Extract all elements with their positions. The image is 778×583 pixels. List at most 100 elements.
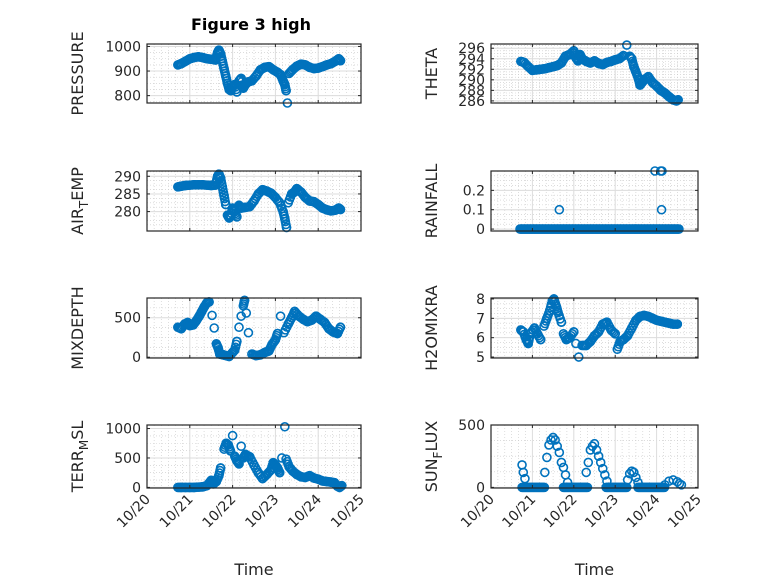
data-point — [610, 329, 621, 339]
data-point — [274, 467, 285, 478]
y-tick-label: 0 — [132, 350, 141, 366]
y-tick-label: 286 — [458, 94, 485, 110]
data-point — [239, 295, 250, 306]
data-point — [207, 310, 217, 321]
data-point — [234, 322, 244, 333]
y-tick-label: 294 — [458, 52, 485, 68]
axes-box — [490, 424, 699, 489]
data-point — [633, 477, 643, 488]
y-tick-label: 7 — [476, 311, 485, 327]
y-axis-label: MIXDEPTH — [68, 286, 87, 369]
y-tick-label: 0.2 — [463, 183, 485, 199]
y-tick-label: 500 — [114, 311, 141, 327]
y-tick-label: 280 — [114, 205, 141, 221]
y-axis-label: TERRMSL — [68, 421, 91, 494]
axes-box — [146, 424, 362, 489]
data-point — [591, 445, 602, 455]
subplot-rainfall: 0 0.1 0.2 RAINFALL — [422, 164, 699, 238]
y-tick-label: 292 — [458, 62, 485, 78]
data-point — [236, 441, 246, 451]
y-axis-label: AIRTEMP — [68, 167, 91, 235]
y-axis-label: SUNFLUX — [422, 421, 445, 493]
x-tick-label: 10/24 — [624, 491, 664, 531]
data-point — [656, 204, 667, 215]
y-tick-label: 288 — [458, 83, 485, 99]
x-axis-label: Time — [233, 560, 273, 579]
data-point — [209, 323, 219, 333]
y-axis-label: H2OMIXRA — [422, 285, 441, 371]
data-point — [631, 472, 641, 483]
data-point — [554, 204, 565, 215]
y-axis-label: PRESSURE — [68, 31, 87, 115]
subplot-sun_flux: 0 500 10/20 10/21 10/22 10/23 10/24 10/25 Time SU… — [422, 418, 705, 579]
subplot-h2omixra: 5 6 7 8 H2OMIXRA — [422, 285, 699, 371]
y-tick-label: 0 — [476, 480, 485, 496]
data-point — [567, 329, 578, 339]
axes-box — [490, 297, 699, 359]
data-point — [582, 482, 593, 493]
data-point — [568, 327, 579, 337]
data-point — [542, 452, 552, 463]
data-point — [546, 435, 556, 445]
axes-box — [146, 297, 362, 359]
y-tick-label: 290 — [458, 73, 485, 89]
data-point — [280, 421, 290, 432]
data-point — [335, 55, 346, 66]
y-tick-label: 500 — [458, 418, 485, 434]
data-point — [672, 319, 683, 329]
subplot-terr_msl: 0 500 1000 10/20 10/21 10/22 10/23 10/24 10/25 Ti… — [68, 421, 368, 579]
data-point — [621, 40, 632, 50]
data-point — [552, 441, 563, 452]
data-point — [241, 308, 252, 318]
data-point — [550, 435, 560, 445]
data-point — [273, 196, 284, 206]
data-point — [548, 432, 558, 443]
data-point — [518, 467, 529, 478]
y-tick-label: 8 — [476, 292, 485, 308]
data-point — [336, 480, 347, 491]
x-tick-label: 10/25 — [328, 492, 368, 532]
y-tick-label: 900 — [114, 64, 141, 80]
axes-box — [490, 170, 699, 232]
data-point — [562, 477, 573, 488]
data-point — [593, 451, 604, 461]
y-tick-label: 6 — [476, 331, 485, 347]
data-point — [232, 336, 242, 347]
data-point — [595, 457, 606, 468]
x-tick-label: 10/20 — [114, 492, 154, 532]
x-tick-label: 10/22 — [541, 492, 581, 532]
y-tick-label: 1000 — [105, 422, 141, 438]
y-tick-label: 0.1 — [463, 203, 485, 219]
y-tick-label: 0 — [476, 222, 485, 238]
data-point — [272, 328, 283, 339]
x-tick-label: 10/24 — [285, 491, 325, 531]
x-tick-label: 10/22 — [200, 492, 240, 532]
y-tick-label: 5 — [476, 350, 485, 366]
data-point — [556, 457, 567, 468]
subplot-air_temp: 280 285 290 AIRTEMP — [68, 167, 362, 235]
data-point — [554, 447, 565, 458]
x-tick-label: 10/21 — [499, 492, 539, 532]
data-point — [629, 467, 639, 478]
y-tick-label: 285 — [114, 187, 141, 203]
data-point — [597, 463, 608, 474]
data-point — [243, 327, 254, 338]
data-point — [589, 438, 600, 449]
data-point — [232, 212, 242, 222]
subplot-mixdepth: 0 500 MIXDEPTH — [68, 286, 362, 370]
y-axis-label: THETA — [422, 48, 441, 100]
y-tick-label: 800 — [114, 89, 141, 105]
axes-box — [490, 43, 699, 104]
data-point — [622, 475, 633, 485]
data-point — [581, 467, 592, 478]
x-tick-label: 10/23 — [582, 492, 622, 532]
x-tick-label: 10/21 — [157, 492, 197, 532]
data-point — [583, 457, 594, 468]
data-point — [520, 473, 530, 484]
subplot-pressure: 800 900 1000 PRESSURE — [68, 31, 362, 116]
data-point — [608, 327, 619, 338]
data-point — [275, 311, 286, 321]
data-point — [281, 85, 291, 96]
data-point — [535, 334, 546, 345]
data-point — [215, 463, 226, 473]
